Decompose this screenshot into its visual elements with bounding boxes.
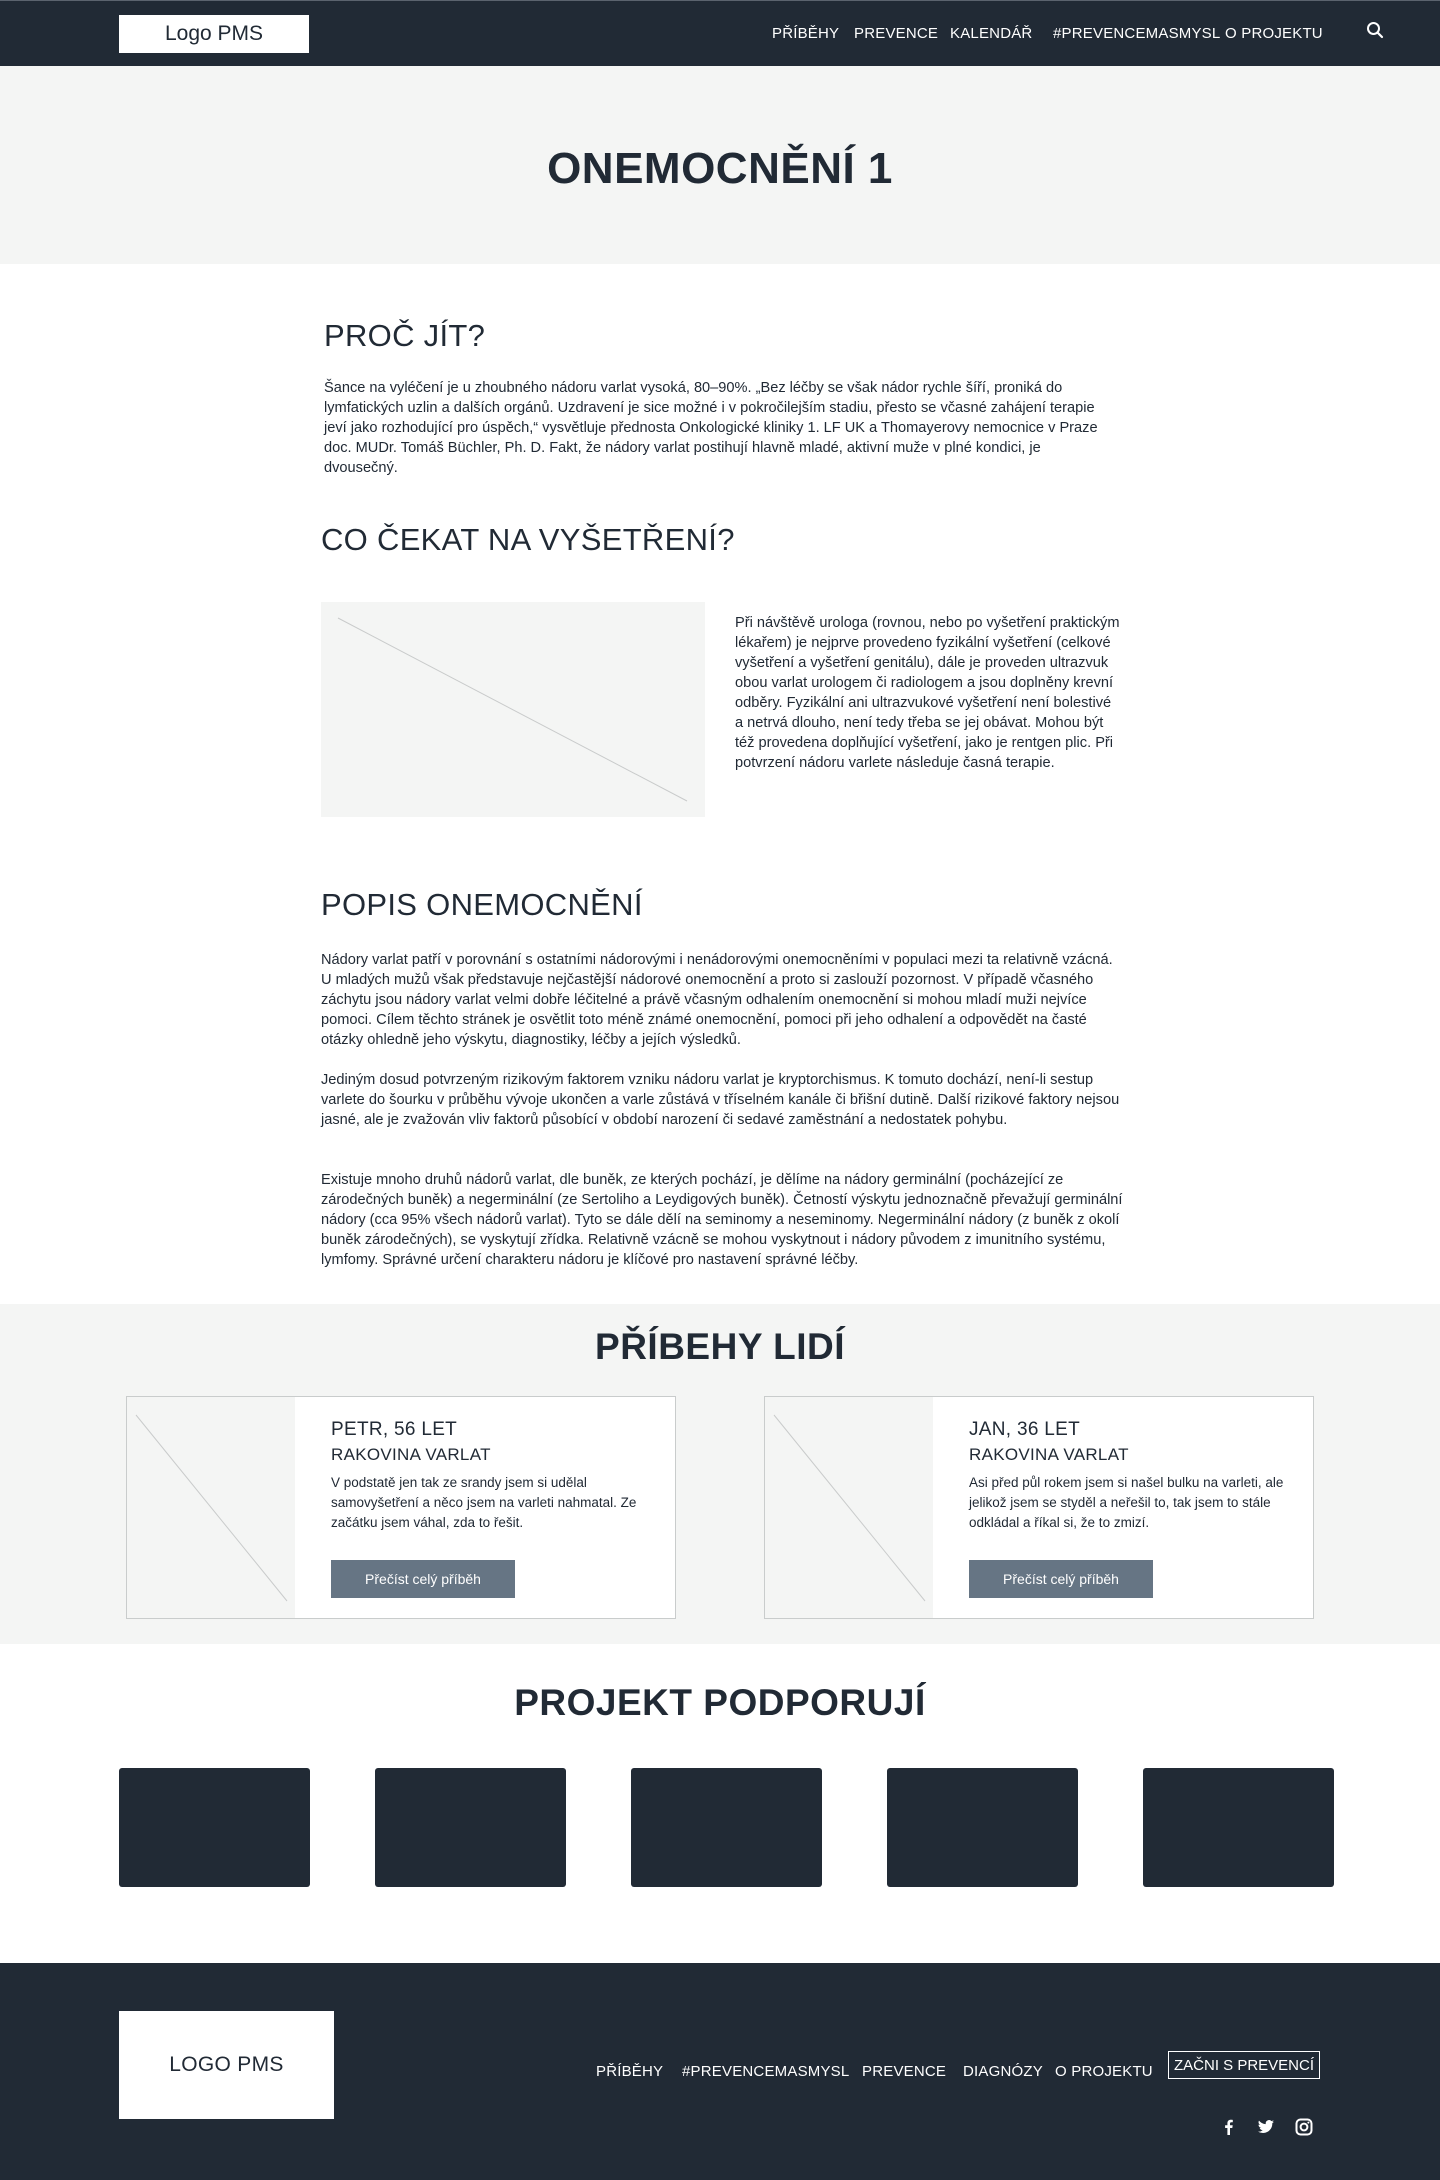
footer-item-prevencemasmysl[interactable]: #PREVENCEMASMYSL xyxy=(682,2063,850,2080)
read-story-button[interactable]: Přečíst celý příběh xyxy=(969,1560,1153,1598)
search-icon[interactable] xyxy=(1366,21,1384,39)
footer: LOGO PMS PŘÍBĚHY #PREVENCEMASMYSL PREVEN… xyxy=(0,1963,1440,2180)
instagram-icon[interactable] xyxy=(1295,2118,1313,2136)
footer-item-diagnozy[interactable]: DIAGNÓZY xyxy=(963,2063,1043,2080)
sponsors-heading: PROJEKT PODPORUJÍ xyxy=(514,1682,926,1723)
sponsor-logo[interactable] xyxy=(631,1768,822,1887)
stories-heading: PŘÍBEHY LIDÍ xyxy=(595,1326,845,1367)
footer-item-pribehy[interactable]: PŘÍBĚHY xyxy=(596,2063,664,2080)
exam-image-placeholder xyxy=(321,602,705,817)
stories-section: PŘÍBEHY LIDÍ PETR, 56 LET RAKOVINA VARLA… xyxy=(0,1304,1440,1644)
exam-text: Při návštěvě urologa (rovnou, nebo po vy… xyxy=(735,615,1120,771)
logo[interactable]: Logo PMS xyxy=(119,15,309,53)
description-paragraph-2: Jediným dosud potvrzeným rizikovým fakto… xyxy=(321,1072,1120,1128)
nav-item-pribehy[interactable]: PŘÍBĚHY xyxy=(772,25,840,42)
description-paragraph-3: Existuje mnoho druhů nádorů varlat, dle … xyxy=(321,1172,1123,1268)
why-text: Šance na vyléčení je u zhoubného nádoru … xyxy=(324,380,1098,476)
footer-item-o-projektu[interactable]: O PROJEKTU xyxy=(1055,2063,1153,2080)
read-story-button[interactable]: Přečíst celý příběh xyxy=(331,1560,515,1598)
story-person-name: JAN, 36 LET xyxy=(969,1419,1081,1440)
story-image-placeholder xyxy=(127,1397,295,1618)
story-diagnosis: RAKOVINA VARLAT xyxy=(969,1445,1129,1464)
twitter-icon[interactable] xyxy=(1257,2118,1275,2136)
nav-item-kalendar[interactable]: KALENDÁŘ xyxy=(950,25,1033,42)
sponsor-logo[interactable] xyxy=(887,1768,1078,1887)
description-paragraph-1: Nádory varlat patří v porovnání s ostatn… xyxy=(321,952,1113,1048)
sponsor-logo[interactable] xyxy=(119,1768,310,1887)
why-heading: PROČ JÍT? xyxy=(324,318,486,353)
sponsor-logo[interactable] xyxy=(1143,1768,1334,1887)
story-diagnosis: RAKOVINA VARLAT xyxy=(331,1445,491,1464)
top-navigation: Logo PMS PŘÍBĚHY PREVENCE KALENDÁŘ #PREV… xyxy=(0,0,1440,66)
exam-heading: CO ČEKAT NA VYŠETŘENÍ? xyxy=(321,522,735,557)
footer-logo[interactable]: LOGO PMS xyxy=(119,2011,334,2119)
placeholder-image-icon xyxy=(337,617,688,802)
story-card: PETR, 56 LET RAKOVINA VARLAT V podstatě … xyxy=(126,1396,676,1619)
story-excerpt: Asi před půl rokem jsem si našel bulku n… xyxy=(969,1475,1284,1530)
hero-banner: ONEMOCNĚNÍ 1 xyxy=(0,66,1440,264)
placeholder-image-icon xyxy=(773,1414,926,1602)
facebook-icon[interactable] xyxy=(1220,2118,1238,2136)
footer-item-prevence[interactable]: PREVENCE xyxy=(862,2063,947,2080)
story-person-name: PETR, 56 LET xyxy=(331,1419,458,1440)
description-heading: POPIS ONEMOCNĚNÍ xyxy=(321,887,643,922)
start-prevention-button[interactable]: ZAČNI S PREVENCÍ xyxy=(1168,2051,1320,2079)
sponsor-logo[interactable] xyxy=(375,1768,566,1887)
story-excerpt: V podstatě jen tak ze srandy jsem si udě… xyxy=(331,1475,637,1530)
story-card: JAN, 36 LET RAKOVINA VARLAT Asi před půl… xyxy=(764,1396,1314,1619)
story-image-placeholder xyxy=(765,1397,933,1618)
page-title: ONEMOCNĚNÍ 1 xyxy=(547,144,893,193)
nav-item-o-projektu[interactable]: O PROJEKTU xyxy=(1225,25,1323,42)
nav-item-prevencemasmysl[interactable]: #PREVENCEMASMYSL xyxy=(1053,25,1221,42)
nav-item-prevence[interactable]: PREVENCE xyxy=(854,25,939,42)
placeholder-image-icon xyxy=(135,1414,288,1602)
